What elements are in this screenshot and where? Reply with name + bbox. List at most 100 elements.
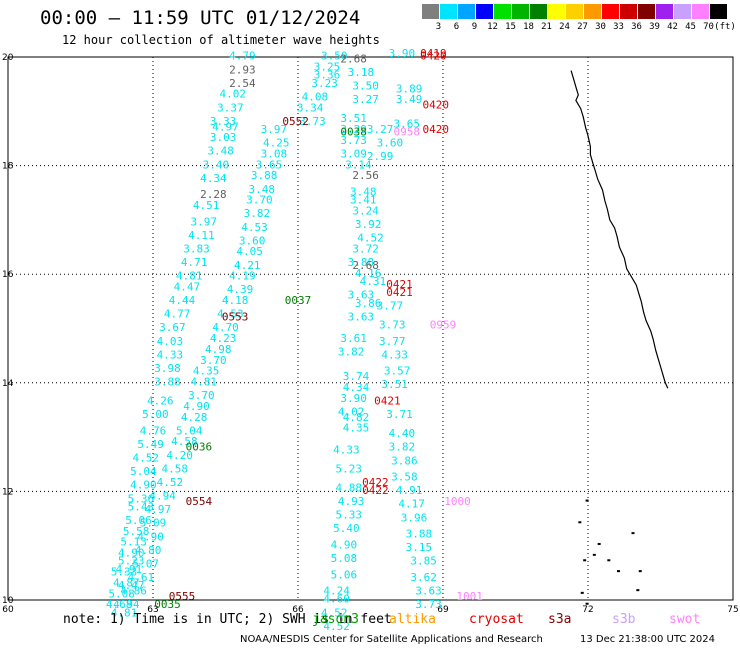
wave-height-label: 4.26 (147, 395, 174, 408)
wave-height-label: 5.09 (140, 517, 167, 530)
wave-height-label: 3.90 (340, 392, 367, 405)
wave-height-label: 0420 (423, 99, 450, 112)
scale-swatch (584, 4, 601, 19)
wave-height-label: 2.28 (200, 188, 227, 201)
island (585, 499, 589, 502)
scale-swatch (440, 4, 457, 19)
wave-height-label: 3.63 (348, 289, 375, 302)
wave-height-label: 5.23 (336, 462, 363, 475)
wave-height-label: 5.40 (333, 522, 360, 535)
coastline (570, 70, 669, 389)
x-tick-label: 75 (727, 605, 738, 615)
wave-height-label: 4.31 (360, 275, 387, 288)
wave-height-label: 4.70 (212, 321, 239, 334)
scale-swatch (548, 4, 565, 19)
wave-height-label: 4.58 (162, 462, 189, 475)
wave-height-label: 3.73 (299, 115, 326, 128)
wave-height-label: 4.90 (137, 530, 164, 543)
wave-height-label: 4.81 (176, 270, 203, 283)
wave-height-label: 3.60 (377, 137, 404, 150)
wave-height-label: 3.65 (256, 158, 283, 171)
wave-height-label: 3.97 (261, 123, 288, 136)
wave-height-label: 2.56 (352, 169, 379, 182)
wave-height-label: 4.94 (149, 490, 176, 503)
wave-height-label: 4.02 (220, 88, 247, 101)
wave-height-label: 4.60 (323, 593, 350, 606)
wave-height-label: 3.25 (314, 61, 341, 74)
wave-height-label: 3.85 (410, 555, 437, 568)
scale-unit: (ft) (714, 22, 736, 32)
wave-height-label: 3.70 (188, 389, 215, 402)
wave-height-label: 0421 (386, 286, 413, 299)
wave-height-label: 2.54 (229, 77, 256, 90)
wave-height-label: 3.65 (394, 118, 421, 131)
wave-height-label: 3.82 (244, 207, 271, 220)
wave-height-label: 3.77 (379, 335, 406, 348)
wave-height-label: 4.33 (157, 348, 184, 361)
scale-swatch (458, 4, 475, 19)
wave-height-label: 3.50 (352, 80, 379, 93)
wave-height-label: 4.16 (355, 267, 382, 280)
wave-height-label: 4.90 (183, 400, 210, 413)
wave-height-label: 3.82 (389, 441, 416, 454)
wave-height-label: 4.52 (133, 452, 160, 465)
wave-height-label: 4.53 (217, 308, 244, 321)
x-tick-label: 72 (582, 605, 593, 615)
wave-height-label: 3.83 (183, 242, 210, 255)
wave-height-label: 0037 (285, 294, 312, 307)
scale-swatch (602, 4, 619, 19)
wave-height-label: 3.71 (386, 408, 413, 421)
wave-height-label: 4.35 (343, 422, 370, 435)
x-tick-label: 66 (292, 605, 304, 615)
wave-height-label: 3.51 (381, 378, 408, 391)
scale-label: 15 (505, 22, 516, 32)
wave-height-label: 4.77 (164, 308, 191, 321)
scale-label: 18 (523, 22, 534, 32)
y-tick-label: 10 (2, 596, 14, 606)
wave-height-label: 4.39 (227, 283, 254, 296)
wave-height-label: 0421 (386, 278, 413, 291)
wave-height-label: 3.88 (251, 169, 278, 182)
wave-height-label: 4.19 (229, 270, 256, 283)
wave-height-label: 0554 (186, 495, 213, 508)
scale-swatch (656, 4, 673, 19)
wave-height-label: 0959 (430, 319, 457, 332)
wave-height-label: 3.72 (352, 242, 379, 255)
wave-height-label: 5.33 (111, 566, 138, 579)
wave-height-label: 4.90 (331, 538, 358, 551)
wave-height-label: 4.08 (302, 90, 329, 103)
wave-height-label: 3.50 (321, 50, 348, 63)
wave-height-label: 4.05 (236, 245, 263, 258)
wave-height-label: 3.57 (384, 365, 411, 378)
wave-height-label: 4.90 (130, 479, 157, 492)
island (580, 591, 584, 594)
wave-height-label: 0422 (362, 476, 389, 489)
scale-swatch (566, 4, 583, 19)
scale-label: 30 (595, 22, 606, 32)
wave-height-label: 4.34 (343, 381, 370, 394)
wave-height-label: 5.04 (130, 465, 157, 478)
wave-height-label: 5.06 (125, 514, 152, 527)
wave-height-label: 4.51 (193, 199, 220, 212)
wave-height-label: 4.47 (118, 579, 145, 592)
y-tick-label: 12 (2, 487, 13, 497)
wave-height-label: 3.58 (391, 471, 418, 484)
wave-height-label: 3.48 (350, 185, 377, 198)
wave-height-label: 3.73 (379, 319, 406, 332)
wave-height-label: 4.40 (389, 427, 416, 440)
wave-height-label: 0038 (340, 126, 367, 139)
wave-height-label: 0421 (374, 395, 401, 408)
wave-height-label: 4.44 (169, 294, 196, 307)
satellite-legend-s3b: s3b (612, 612, 636, 627)
map-subtitle: 12 hour collection of altimeter wave hei… (62, 33, 380, 47)
wave-height-label: 4.98 (205, 343, 232, 356)
scale-swatch (692, 4, 709, 19)
scale-label: 70 (703, 22, 714, 32)
scale-swatch (638, 4, 655, 19)
wave-height-label: 4.18 (222, 294, 249, 307)
wave-height-label: 4.21 (234, 259, 261, 272)
wave-height-label: 4.24 (323, 585, 350, 598)
wave-height-label: 3.33 (210, 115, 237, 128)
island (583, 559, 587, 562)
wave-height-label: 4.53 (241, 221, 268, 234)
